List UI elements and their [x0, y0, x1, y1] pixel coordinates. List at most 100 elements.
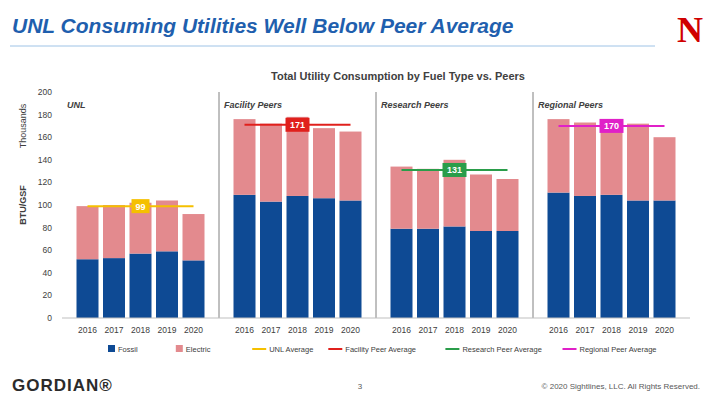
- y-label: BTU/GSF: [18, 185, 28, 225]
- bar: [417, 229, 439, 318]
- bar: [340, 132, 362, 201]
- x-tick-label: 2020: [341, 325, 360, 335]
- x-tick-label: 2019: [158, 325, 177, 335]
- bar: [287, 196, 309, 318]
- y-tick-label: 100: [38, 200, 52, 210]
- bar: [497, 179, 519, 231]
- legend-swatch: [328, 348, 342, 350]
- panel-separator: [533, 92, 534, 318]
- x-tick-label: 2016: [549, 325, 568, 335]
- legend-label: Electric: [186, 345, 211, 354]
- y-tick: [57, 318, 59, 319]
- data-label-box: [132, 199, 150, 213]
- bar: [470, 174, 492, 231]
- bar: [601, 195, 623, 318]
- x-tick-label: 2018: [288, 325, 307, 335]
- page-number: 3: [358, 382, 363, 391]
- data-label: 171: [290, 120, 305, 130]
- bar: [234, 119, 256, 195]
- footer-brand: GORDIAN®: [12, 376, 113, 395]
- page: UNL Consuming Utilities Well Below Peer …: [0, 0, 720, 405]
- bar: [627, 124, 649, 201]
- legend-swatch: [176, 345, 183, 352]
- y-tick: [57, 114, 59, 115]
- y-unit: Thousands: [18, 103, 28, 148]
- x-tick-label: 2018: [602, 325, 621, 335]
- x-tick-label: 2019: [315, 325, 334, 335]
- legend-swatch: [563, 348, 577, 350]
- bar: [77, 259, 99, 318]
- header-rule: [10, 46, 655, 47]
- y-tick: [57, 250, 59, 251]
- bar: [444, 226, 466, 318]
- y-tick-label: 40: [43, 268, 53, 278]
- bar: [574, 196, 596, 318]
- panel-separator: [376, 92, 377, 318]
- legend-label: Facility Peer Average: [345, 345, 416, 354]
- y-tick: [57, 272, 59, 273]
- bar: [654, 200, 676, 318]
- data-label: 99: [135, 202, 145, 212]
- bar: [77, 206, 99, 259]
- x-tick-label: 2016: [235, 325, 254, 335]
- legend-label: UNL Average: [269, 345, 313, 354]
- bar: [313, 198, 335, 318]
- y-tick: [57, 227, 59, 228]
- x-tick-label: 2017: [576, 325, 595, 335]
- bar: [183, 214, 205, 260]
- y-tick: [57, 159, 59, 160]
- bar: [548, 119, 570, 192]
- bar: [103, 258, 125, 318]
- bar: [497, 231, 519, 318]
- bar: [156, 251, 178, 318]
- x-tick-label: 2017: [262, 325, 281, 335]
- y-tick-label: 180: [38, 110, 52, 120]
- x-axis: [62, 318, 690, 319]
- legend-swatch: [252, 348, 266, 350]
- x-tick-label: 2020: [655, 325, 674, 335]
- y-tick: [57, 295, 59, 296]
- y-tick: [57, 92, 59, 93]
- panel-separator: [219, 92, 220, 318]
- panel-label: Facility Peers: [224, 100, 282, 110]
- x-tick-label: 2017: [419, 325, 438, 335]
- legend-label: Regional Peer Average: [580, 345, 657, 354]
- x-tick-label: 2019: [472, 325, 491, 335]
- bar: [313, 128, 335, 198]
- x-tick-label: 2016: [392, 325, 411, 335]
- plot-marks: [77, 117, 676, 318]
- logo: N: [677, 10, 703, 50]
- bar: [183, 260, 205, 318]
- y-tick-label: 140: [38, 155, 52, 165]
- y-tick-label: 60: [43, 245, 53, 255]
- x-tick-label: 2017: [105, 325, 124, 335]
- bar: [103, 205, 125, 258]
- bar: [470, 231, 492, 318]
- header-title: UNL Consuming Utilities Well Below Peer …: [12, 14, 514, 37]
- bar: [340, 200, 362, 318]
- chart-title: Total Utility Consumption by Fuel Type v…: [271, 70, 525, 82]
- y-tick: [57, 182, 59, 183]
- bar: [548, 193, 570, 318]
- y-tick-label: 80: [43, 223, 53, 233]
- x-tick-label: 2020: [498, 325, 517, 335]
- y-tick: [57, 205, 59, 206]
- panel-label: UNL: [67, 100, 86, 110]
- y-tick-label: 120: [38, 177, 52, 187]
- bar: [574, 123, 596, 196]
- bar: [627, 200, 649, 318]
- bar: [654, 137, 676, 200]
- bar: [130, 254, 152, 318]
- legend-swatch: [108, 345, 115, 352]
- x-tick-label: 2019: [629, 325, 648, 335]
- bar: [234, 195, 256, 318]
- y-tick-label: 160: [38, 132, 52, 142]
- legend-label: Research Peer Average: [462, 345, 542, 354]
- data-label: 131: [447, 165, 462, 175]
- data-label-box: [600, 119, 624, 133]
- bar: [156, 200, 178, 251]
- x-tick-label: 2016: [78, 325, 97, 335]
- bar: [287, 117, 309, 196]
- copyright: © 2020 Sightlines, LLC. All Rights Reser…: [542, 382, 700, 391]
- bar: [391, 167, 413, 229]
